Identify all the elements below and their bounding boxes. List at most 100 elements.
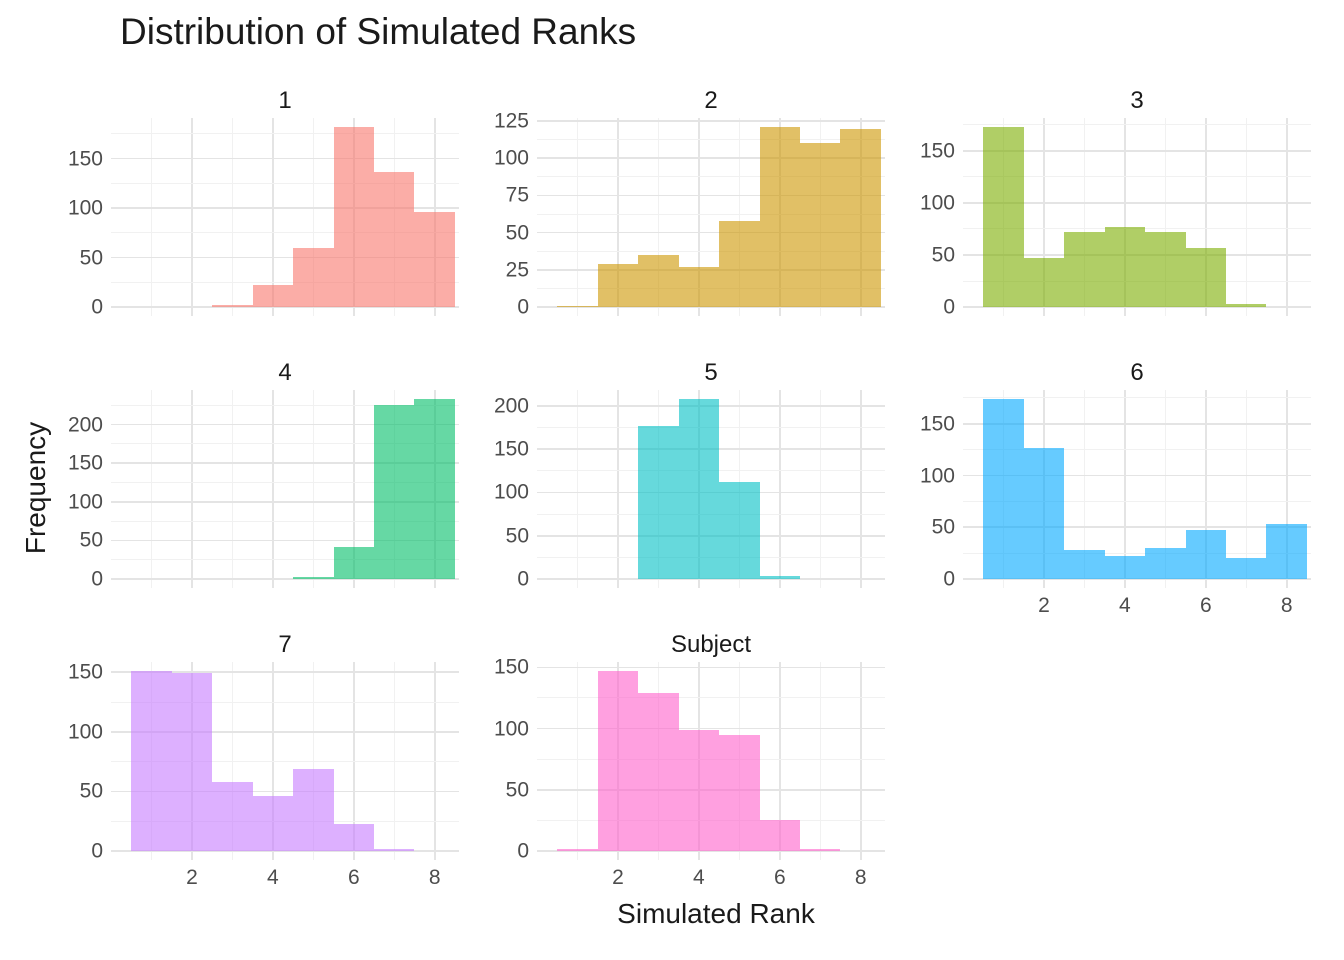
facet-subject: Subject 0 50 100 150 2 4 6 8 [481,628,885,888]
gridline-h-minor [111,281,459,283]
gridline-h-minor [537,139,885,141]
gridline-v-minor [576,390,578,588]
histogram-bar [638,254,679,307]
histogram-bar [252,285,294,307]
y-tick-label: 150 [919,412,955,436]
gridline-h-minor [537,697,885,699]
gridline-h-major [111,671,459,673]
facet-plot-row: 0 50 100 150 2 4 6 8 [907,390,1311,616]
y-tick-label: 150 [67,451,103,475]
facet-3: 3 0 50 100 150 [907,84,1311,318]
gridline-v-major [352,662,355,860]
facet-panel [111,390,459,588]
y-tick-label: 150 [493,655,529,679]
histogram-bar [759,820,800,851]
y-tick-label: 0 [91,567,103,591]
histogram-bar [678,266,720,307]
gridline-h-minor [111,761,459,763]
gridline-v-minor [312,662,314,860]
y-axis-tick-labels: 0 50 100 150 [907,390,963,589]
facet-plot-row: 0 50 100 150 2 4 6 8 [481,657,885,888]
gridline-v-minor [150,390,152,588]
histogram-bar [414,399,455,579]
histogram-bar [840,128,881,307]
x-tick-label: 4 [1119,594,1131,617]
gridline-h-major [537,306,885,308]
facet-7: 7 0 50 100 150 2 4 6 8 [55,628,459,888]
gridline-v-minor [150,118,152,316]
y-tick-label: 150 [67,660,103,684]
histogram-bar [983,399,1024,579]
gridline-v-major [1285,118,1288,316]
gridline-h-major [537,157,885,160]
x-tick-label: 4 [267,866,279,889]
histogram-bar [374,171,415,307]
y-tick-label: 50 [931,243,955,267]
plot-title: Distribution of Simulated Ranks [120,11,637,52]
facet-panel [537,390,885,588]
gridline-v-major [1204,118,1207,316]
gridline-v-major [191,118,193,316]
y-tick-label: 150 [919,139,955,163]
y-tick-label: 0 [517,567,529,591]
y-tick-label: 50 [505,778,529,802]
x-axis-tick-labels: 2 4 6 8 [963,588,1311,618]
histogram-bar [557,305,598,307]
y-axis-tick-labels: 0 50 100 150 [481,657,537,862]
gridline-h-major [111,731,459,733]
histogram-bar [333,127,374,307]
gridline-h-major [963,150,1311,152]
x-axis-title: Simulated Rank [617,898,815,929]
gridline-h-major [537,727,885,730]
histogram-bar [1185,530,1226,579]
facet-plot-row: 0 50 100 150 200 [481,390,885,591]
gridline-v-minor [1245,118,1247,316]
x-tick-label: 8 [1280,594,1293,617]
y-tick-label: 0 [91,839,103,863]
y-tick-label: 50 [79,779,103,803]
facet-1: 1 0 50 100 150 [55,84,459,318]
gridline-h-major [111,157,459,160]
facet-strip-label: 4 [278,359,292,386]
histogram-bar [293,768,334,851]
histogram-bar [1064,550,1105,579]
gridline-v-minor [312,390,314,588]
facet-panel [111,118,459,316]
gridline-v-major [698,118,700,316]
x-tick-label: 6 [1199,594,1212,617]
gridline-v-major [272,662,274,860]
histogram-bar [293,247,334,307]
facet-plot-row: 0 50 100 150 [907,118,1311,318]
facet-plot-row: 0 50 100 150 200 [55,390,459,591]
gridline-h-major [963,202,1311,204]
gridline-h-major [537,194,885,197]
histogram-bar [252,796,294,851]
gridline-h-major [111,850,459,852]
gridline-h-major [963,306,1311,308]
gridline-h-major [111,539,459,542]
y-tick-label: 25 [505,258,529,282]
gridline-v-minor [576,662,578,860]
histogram-bar [333,823,374,851]
histogram-bar [212,305,253,307]
y-tick-label: 200 [67,413,103,436]
histogram-bar [638,693,679,851]
histogram-bar [719,482,760,579]
gridline-h-major [111,500,459,503]
histogram-bar [638,425,679,579]
histogram-bar [1064,232,1105,307]
histogram-bar [597,263,639,307]
facet-5: 5 0 50 100 150 200 [481,356,885,591]
gridline-h-minor [111,701,459,703]
gridline-h-minor [111,133,459,135]
gridline-h-major [111,790,459,793]
y-tick-label: 100 [493,146,529,170]
gridline-h-minor [537,213,885,215]
gridline-h-major [111,306,459,308]
gridline-h-minor [537,250,885,252]
histogram-bar [719,220,760,307]
y-axis-tick-labels: 0 50 100 150 [55,118,111,317]
gridline-v-minor [1083,390,1085,588]
gridline-v-major [352,390,355,588]
facet-panel: 2 4 6 8 [111,662,459,888]
